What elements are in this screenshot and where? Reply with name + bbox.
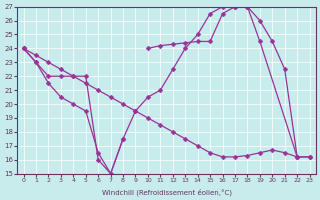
X-axis label: Windchill (Refroidissement éolien,°C): Windchill (Refroidissement éolien,°C)	[101, 188, 232, 196]
